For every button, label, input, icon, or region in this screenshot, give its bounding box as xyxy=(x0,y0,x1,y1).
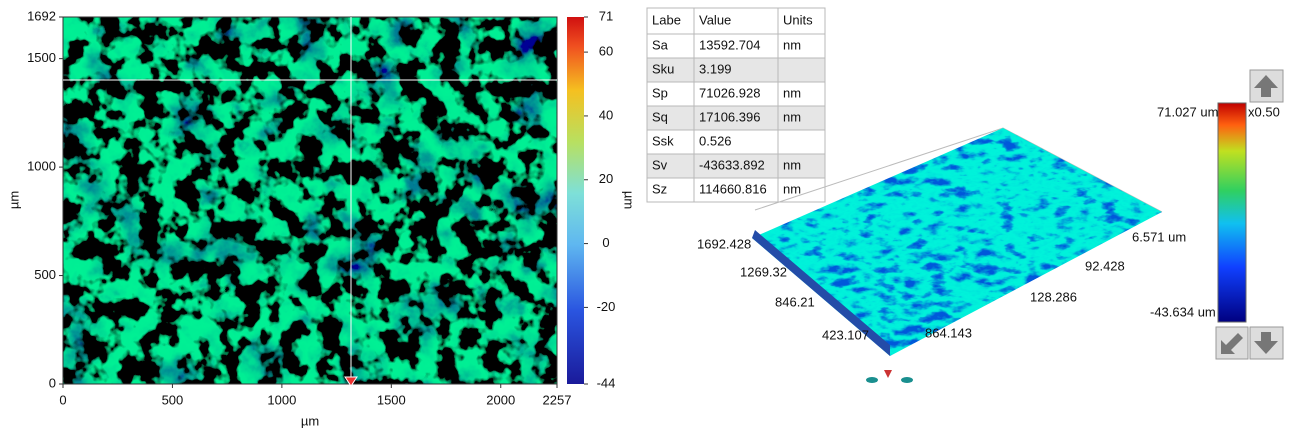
colorbar-tick-label: -20 xyxy=(597,299,616,314)
axis-3d-label: 864.143 xyxy=(925,325,972,340)
table-cell-text: Sp xyxy=(652,85,668,100)
x-tick-label: 1500 xyxy=(377,392,406,407)
screenshot: µm µm µm 0 500 1000 1500 2000 2257 0 500 1000 150… xyxy=(0,0,1293,431)
x-axis-label: µm xyxy=(301,413,319,428)
scroll-up[interactable] xyxy=(1250,70,1283,102)
colorbar xyxy=(567,17,584,384)
y-axis-label: µm xyxy=(6,191,21,209)
axis-3d-label: 423.107 xyxy=(822,327,869,342)
axis-3d-label: 1269.32 xyxy=(740,264,787,279)
y-tick-label: 500 xyxy=(34,267,56,282)
table-cell-text: nm xyxy=(783,85,801,100)
x-tick-label: 1000 xyxy=(267,392,296,407)
axis-3d-label: 92.428 xyxy=(1085,258,1125,273)
colorbar-min: -43.634 um xyxy=(1150,304,1216,319)
colorbar-tick-label: 60 xyxy=(599,44,613,59)
table-cell-text: 114660.816 xyxy=(699,181,767,196)
y-tick-label: 1692 xyxy=(27,8,56,23)
table-cell-text: Sq xyxy=(652,109,668,124)
stats-table: Labe Value Units Sa 13592.704 nm Sku 3.199 Sp 710… xyxy=(647,8,825,202)
axis-3d-label: 128.286 xyxy=(1030,289,1077,304)
table-cell-text: 71026.928 xyxy=(699,85,760,100)
reset-view[interactable] xyxy=(1216,327,1248,359)
table-header: Units xyxy=(783,12,813,27)
table-cell-text: 3.199 xyxy=(699,61,732,76)
x-tick-label: 2257 xyxy=(543,392,572,407)
height-map xyxy=(63,17,557,384)
x-tick-label: 500 xyxy=(162,392,184,407)
colorbar-tick-label: 40 xyxy=(599,107,613,122)
table-cell xyxy=(778,130,825,154)
table-cell-text: Ssk xyxy=(652,133,674,148)
colorbar-max: 71.027 um xyxy=(1157,104,1218,119)
colorbar-tick-label: -44 xyxy=(597,375,616,390)
table-header: Value xyxy=(699,12,731,27)
x-tick-label: 0 xyxy=(59,392,66,407)
colorbar-tick-label: 20 xyxy=(599,171,613,186)
colorbar-tick-label: 71 xyxy=(599,8,613,23)
axis-3d-label: 846.21 xyxy=(775,294,815,309)
rotate-handle[interactable] xyxy=(866,370,913,383)
colorbar-label: µm xyxy=(622,191,637,209)
table-cell-text: nm xyxy=(783,157,801,172)
table-header: Labe xyxy=(652,12,681,27)
table-cell-text: nm xyxy=(783,37,801,52)
table-cell-text: nm xyxy=(783,109,801,124)
table-cell-text: Sv xyxy=(652,157,668,172)
y-tick-label: 1000 xyxy=(27,159,56,174)
colorbar-scale: x0.50 xyxy=(1248,104,1280,119)
x-tick-label: 2000 xyxy=(486,392,515,407)
table-cell xyxy=(778,58,825,82)
table-cell-text: Sa xyxy=(652,37,669,52)
table-cell-text: Sku xyxy=(652,61,674,76)
table-cell-text: nm xyxy=(783,181,801,196)
table-cell-text: 17106.396 xyxy=(699,109,760,124)
table-cell-text: Sz xyxy=(652,181,667,196)
colorbar-3d xyxy=(1218,103,1246,322)
y-tick-label: 0 xyxy=(49,375,56,390)
y-tick-label: 1500 xyxy=(27,50,56,65)
axis-3d-label: 1692.428 xyxy=(697,236,751,251)
scroll-down[interactable] xyxy=(1250,327,1283,359)
axis-3d-label: 6.571 um xyxy=(1132,229,1186,244)
table-cell-text: 0.526 xyxy=(699,133,732,148)
table-cell-text: -43633.892 xyxy=(699,157,765,172)
table-cell-text: 13592.704 xyxy=(699,37,760,52)
colorbar-tick-label: 0 xyxy=(602,235,609,250)
